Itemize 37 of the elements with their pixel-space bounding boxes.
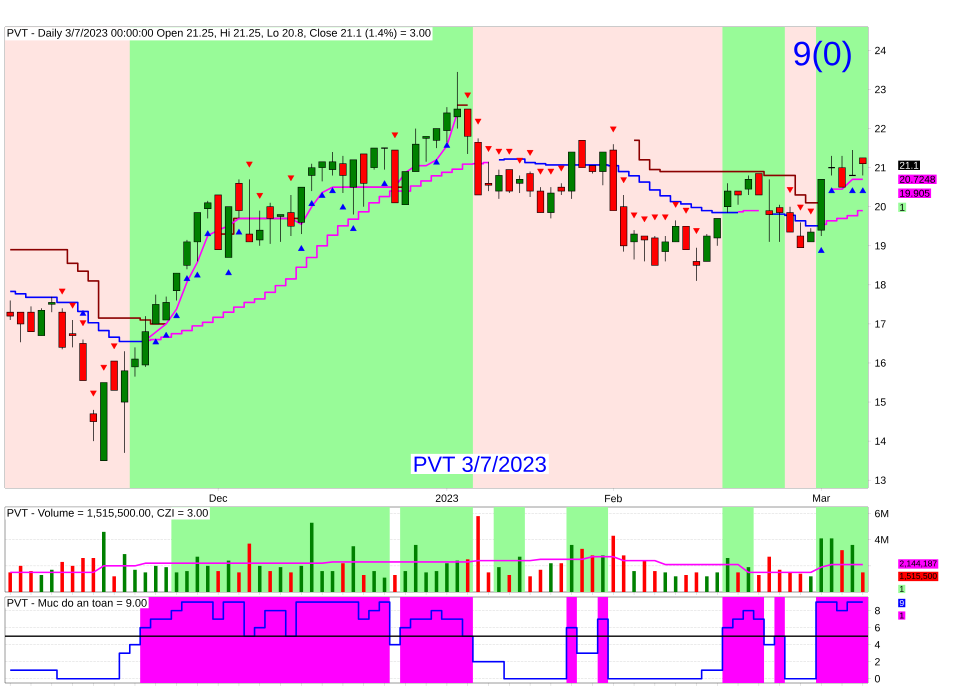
text: 9	[900, 600, 904, 606]
y-tick-label: 4M	[874, 536, 888, 544]
x-tick-label: Dec	[210, 494, 228, 502]
x-tick-label: 2023	[436, 494, 458, 502]
y-tick-label: 16	[875, 359, 886, 367]
text: 1	[900, 204, 904, 211]
chart-title: PVT - Daily 3/7/2023 00:00:00 Open 21.25, Hi 21.25, Lo 20.8, Close 21.1 (1.4%) = 3.00	[8, 28, 431, 39]
y-tick-label: 6	[875, 624, 880, 632]
x-tick-label: Feb	[605, 494, 622, 502]
y-tick-label: 14	[875, 438, 886, 445]
y-tick-label: 20	[875, 203, 886, 210]
y-tick-label: 13	[875, 476, 886, 484]
y-tick-label: 22	[875, 124, 886, 132]
annotation: PVT 3/7/2023	[414, 456, 546, 472]
text: 1,515,500	[900, 572, 937, 580]
text: 21.1	[900, 162, 918, 169]
text: 20.7248	[900, 176, 935, 183]
y-tick-label: 4	[874, 641, 880, 648]
text: 1	[900, 586, 904, 592]
annotation: 9(0)	[794, 40, 851, 72]
text: 2,144,187	[900, 560, 937, 568]
y-tick-label: 2	[875, 658, 880, 666]
y-tick-label: 24	[875, 46, 886, 54]
text: 19.905	[900, 190, 930, 197]
chart-title: PVT - Volume = 1,515,500.00, CZI = 3.00	[8, 508, 208, 518]
y-tick-label: 0	[874, 675, 880, 682]
y-tick-label: 17	[875, 320, 886, 328]
y-tick-label: 6M	[875, 510, 888, 518]
y-tick-label: 19	[875, 242, 886, 250]
chart-title: PVT - Muc do an toan = 9.00	[8, 598, 147, 607]
y-tick-label: 8	[874, 606, 880, 614]
y-tick-label: 23	[875, 86, 886, 94]
y-tick-label: 18	[875, 281, 886, 289]
y-tick-label: 15	[875, 398, 886, 406]
y-tick-label: 21	[875, 164, 886, 172]
text: 1	[900, 612, 904, 618]
x-tick-label: Mar	[813, 494, 830, 502]
